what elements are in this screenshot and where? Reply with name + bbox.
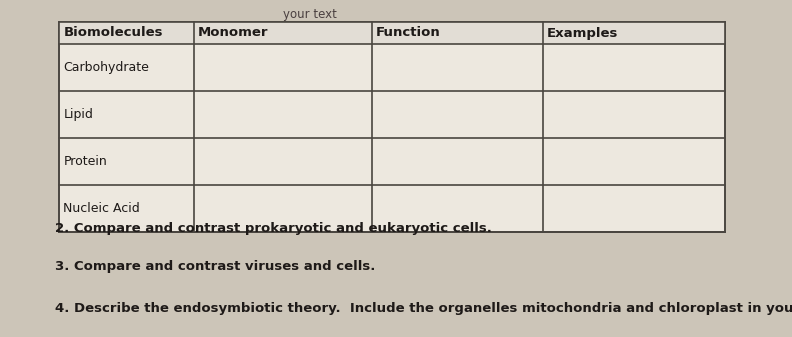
Text: Monomer: Monomer (198, 27, 268, 39)
Text: Function: Function (376, 27, 441, 39)
FancyBboxPatch shape (59, 22, 725, 44)
Text: Carbohydrate: Carbohydrate (63, 61, 149, 74)
Text: your text: your text (283, 8, 337, 21)
Text: 4. Describe the endosymbiotic theory.  Include the organelles mitochondria and c: 4. Describe the endosymbiotic theory. In… (55, 302, 792, 315)
Text: 2. Compare and contrast prokaryotic and eukaryotic cells.: 2. Compare and contrast prokaryotic and … (55, 222, 492, 235)
Text: Examples: Examples (546, 27, 618, 39)
Text: Nucleic Acid: Nucleic Acid (63, 202, 140, 215)
Text: Protein: Protein (63, 155, 107, 168)
FancyBboxPatch shape (59, 22, 725, 232)
Text: Biomolecules: Biomolecules (63, 27, 163, 39)
Text: 3. Compare and contrast viruses and cells.: 3. Compare and contrast viruses and cell… (55, 260, 375, 273)
Text: Lipid: Lipid (63, 108, 93, 121)
